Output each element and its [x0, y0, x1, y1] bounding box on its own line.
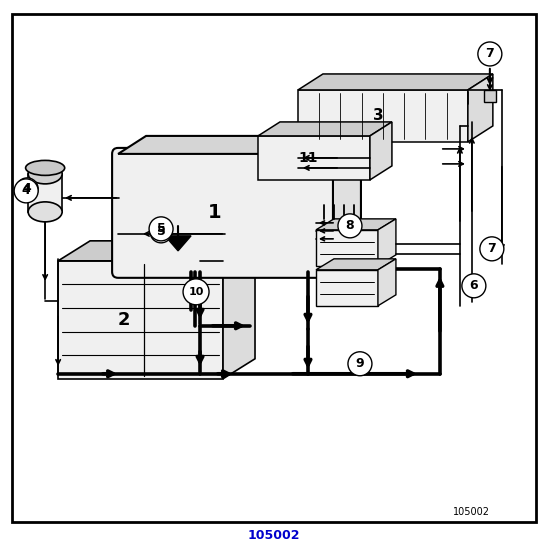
Text: 8: 8 [346, 219, 354, 232]
Text: 4: 4 [22, 184, 31, 197]
Circle shape [338, 214, 362, 238]
Text: 105002: 105002 [248, 529, 300, 542]
Text: 6: 6 [470, 279, 478, 292]
Polygon shape [316, 219, 396, 230]
Circle shape [478, 42, 502, 66]
Polygon shape [28, 174, 62, 212]
Polygon shape [316, 259, 396, 270]
Text: 5: 5 [157, 222, 165, 236]
Text: 3: 3 [373, 108, 383, 123]
Polygon shape [58, 241, 255, 261]
Polygon shape [333, 136, 361, 272]
Text: 1: 1 [208, 203, 221, 222]
Polygon shape [378, 219, 396, 266]
Polygon shape [58, 261, 223, 379]
Circle shape [183, 279, 209, 305]
Ellipse shape [28, 202, 62, 222]
Polygon shape [223, 241, 255, 379]
Polygon shape [258, 122, 392, 136]
Text: 9: 9 [356, 357, 364, 370]
FancyBboxPatch shape [112, 148, 339, 278]
Ellipse shape [28, 164, 62, 184]
Circle shape [480, 237, 504, 261]
Circle shape [16, 178, 38, 200]
Polygon shape [378, 259, 396, 306]
Circle shape [348, 352, 372, 376]
Polygon shape [118, 136, 361, 154]
Text: 10: 10 [189, 287, 204, 297]
Circle shape [150, 221, 172, 243]
Circle shape [149, 217, 173, 241]
Polygon shape [165, 236, 191, 251]
Text: 7: 7 [488, 242, 496, 255]
Text: 5: 5 [157, 225, 165, 238]
Polygon shape [298, 74, 493, 90]
Polygon shape [316, 230, 378, 266]
Polygon shape [468, 74, 493, 142]
Text: 7: 7 [486, 47, 494, 60]
Text: 11: 11 [299, 151, 318, 165]
Circle shape [462, 274, 486, 298]
Bar [484, 90, 496, 102]
Polygon shape [258, 136, 370, 180]
Polygon shape [370, 122, 392, 180]
Text: 2: 2 [118, 311, 130, 329]
Circle shape [14, 179, 38, 203]
Polygon shape [298, 90, 468, 142]
Polygon shape [316, 270, 378, 306]
Ellipse shape [26, 160, 65, 175]
Text: 105002: 105002 [453, 506, 490, 517]
Text: 4: 4 [23, 182, 32, 195]
